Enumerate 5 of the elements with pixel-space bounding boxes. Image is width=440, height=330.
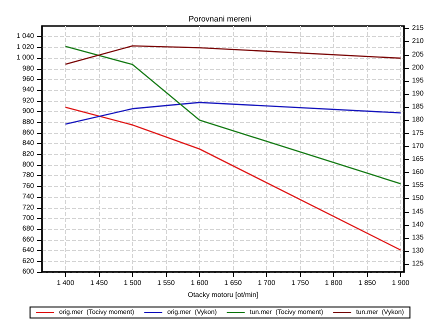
line-series (64, 46, 402, 184)
chart-title: Porovnani mereni (188, 14, 252, 24)
line-series (64, 45, 402, 65)
line-series (64, 102, 402, 125)
line-series (64, 106, 402, 251)
